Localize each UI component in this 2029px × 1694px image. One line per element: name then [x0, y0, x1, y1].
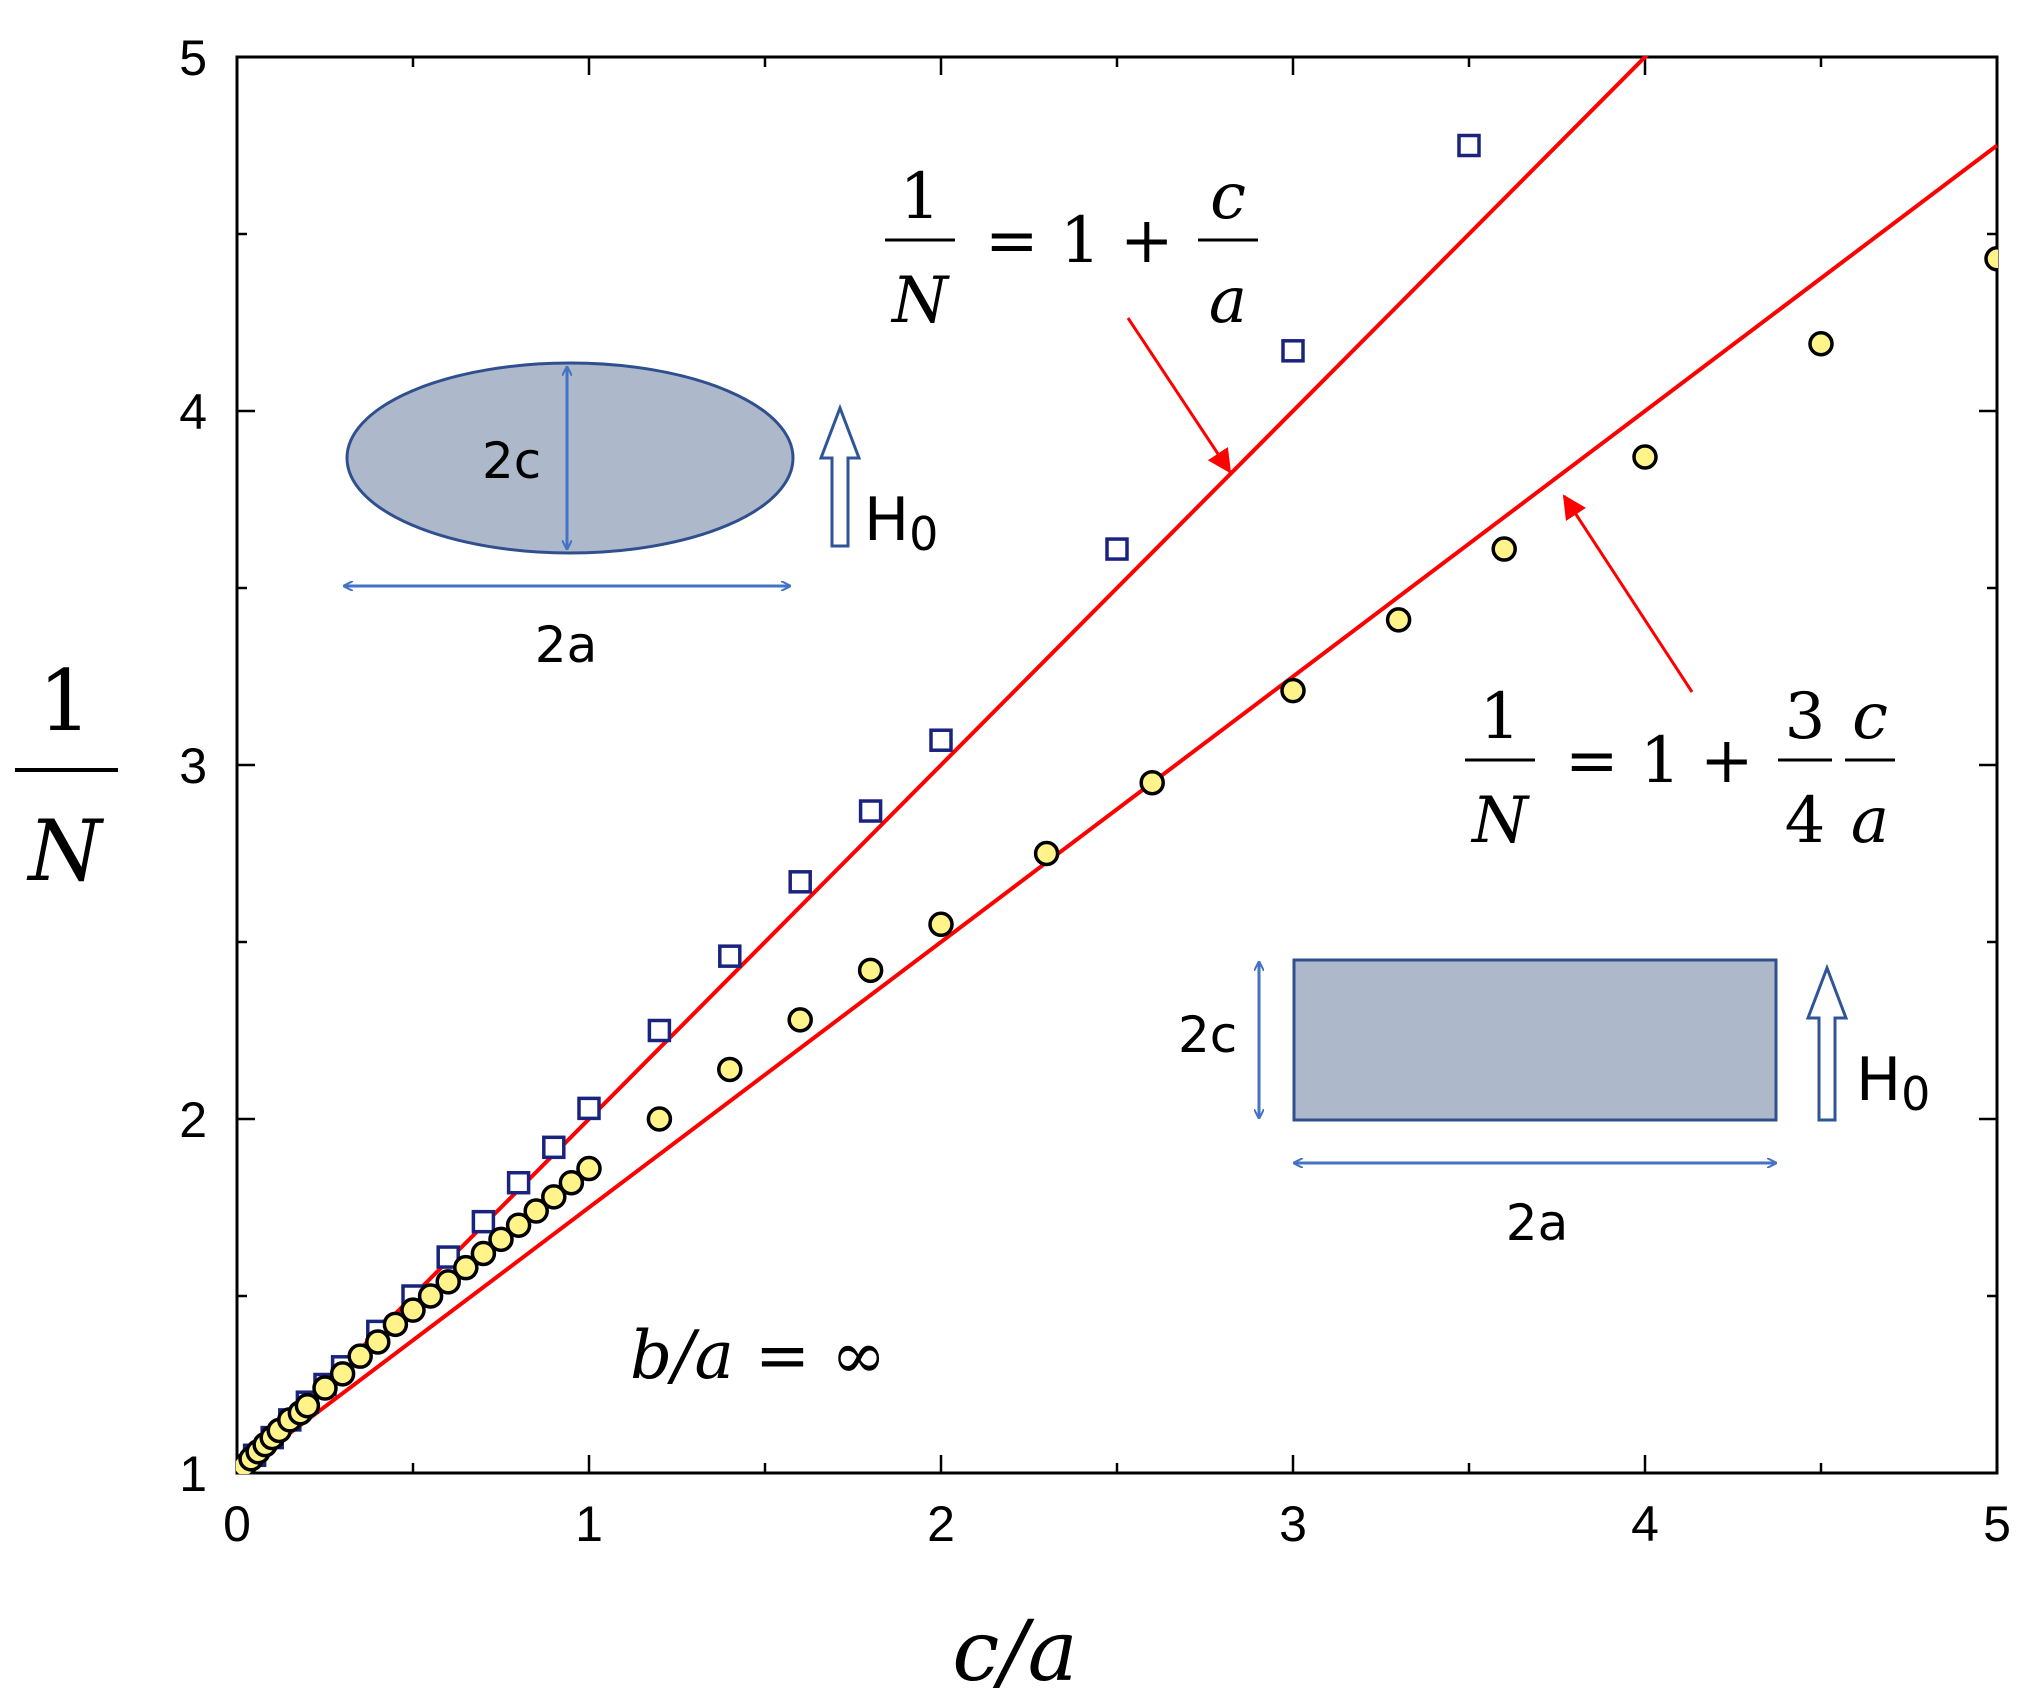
svg-text:+: +	[1120, 204, 1174, 278]
ellipse-inset: 2c 2a H0	[344, 361, 938, 674]
rectangle-thickness-label: 2c	[1178, 1006, 1237, 1064]
circle-data-point	[523, 1198, 549, 1224]
y-axis-title: 1 N	[15, 652, 118, 900]
axis-ticks	[235, 55, 1999, 1475]
svg-text:=: =	[1565, 724, 1619, 798]
circle-data-point	[1280, 677, 1306, 704]
circle-data-point	[1139, 769, 1165, 796]
circle-data-point	[294, 1392, 321, 1419]
svg-text:N: N	[890, 264, 950, 338]
svg-text:1: 1	[38, 652, 91, 750]
circle-data-point	[400, 1297, 426, 1323]
field-arrow-icon	[1805, 963, 1849, 1122]
square-data-point	[858, 799, 883, 823]
svg-text:a: a	[1851, 784, 1889, 858]
circle-data-point	[382, 1311, 409, 1338]
square-data-point	[577, 1096, 601, 1121]
field-arrow-icon	[818, 403, 862, 548]
circle-data-point	[576, 1155, 602, 1182]
svg-text:1: 1	[1640, 724, 1681, 798]
circle-data-point	[1808, 330, 1834, 357]
equation-label-lower: 1 N = 1 + 3 4 c a	[1465, 680, 1895, 858]
svg-text:+: +	[1700, 724, 1754, 798]
circle-data-point	[1385, 607, 1412, 633]
ellipse-shape	[345, 361, 795, 555]
square-data-point	[788, 870, 812, 894]
square-data-point	[506, 1170, 531, 1195]
ellipse-field-label: H0	[864, 485, 938, 561]
pointer-arrow-lower	[1562, 494, 1694, 693]
svg-text:3: 3	[1785, 680, 1826, 754]
y-tick-label: 5	[179, 30, 207, 86]
circle-data-point	[488, 1226, 514, 1253]
circle-data-point	[365, 1329, 391, 1355]
ellipse-width-label: 2a	[535, 616, 597, 674]
x-tick-label: 4	[1631, 1496, 1659, 1552]
y-tick-label: 4	[179, 384, 207, 440]
equation-label-upper: 1 N = 1 + c a	[885, 160, 1258, 338]
circle-data-point	[558, 1169, 585, 1196]
circle-data-point	[1984, 246, 1998, 272]
circle-data-point	[312, 1375, 338, 1401]
circle-data-point	[417, 1283, 444, 1309]
svg-text:=: =	[985, 204, 1039, 278]
circle-data-point	[1491, 536, 1517, 562]
square-data-point	[647, 1018, 672, 1043]
y-tick-label: 3	[179, 738, 207, 794]
svg-text:4: 4	[1785, 784, 1826, 858]
annotation-b-over-a: b/a = ∞	[630, 1317, 886, 1394]
circle-data-point	[329, 1361, 356, 1387]
circle-data-point	[1033, 840, 1060, 867]
circle-data-point	[347, 1343, 373, 1369]
circle-data-point	[541, 1184, 567, 1210]
x-tick-label: 5	[1983, 1496, 2011, 1552]
circle-data-point	[435, 1269, 461, 1295]
circle-data-point	[470, 1240, 497, 1267]
fit-line-2	[236, 143, 1998, 1474]
y-tick-label: 1	[179, 1446, 207, 1502]
x-axis-title: c/a	[952, 1602, 1077, 1694]
circle-data-point	[717, 1056, 743, 1083]
circle-data-point	[787, 1007, 813, 1033]
x-tick-label: 2	[927, 1496, 955, 1552]
pointer-arrow-upper	[1126, 317, 1232, 474]
svg-text:1: 1	[1060, 204, 1101, 278]
circle-data-point	[646, 1106, 673, 1132]
circle-data-point	[505, 1212, 532, 1238]
square-data-point	[718, 944, 742, 968]
svg-text:1: 1	[900, 160, 941, 234]
svg-text:N: N	[1470, 784, 1530, 858]
svg-text:a: a	[1209, 264, 1247, 338]
rectangle-inset: 2c 2a H0	[1178, 958, 1930, 1252]
square-data-point	[929, 728, 953, 752]
circle-data-point	[928, 911, 954, 938]
square-data-point	[542, 1135, 566, 1160]
rectangle-field-label: H0	[1856, 1045, 1930, 1121]
rectangle-width-label: 2a	[1506, 1194, 1568, 1252]
square-data-point	[436, 1245, 460, 1269]
x-tick-label: 1	[575, 1496, 603, 1552]
circle-data-point	[857, 957, 884, 984]
circle-data-point	[1632, 444, 1658, 470]
square-data-point	[1105, 537, 1129, 561]
square-data-point	[471, 1209, 496, 1234]
x-tick-label: 0	[223, 1496, 251, 1552]
svg-text:c: c	[1210, 160, 1246, 234]
svg-text:N: N	[26, 802, 104, 900]
y-tick-label: 2	[179, 1092, 207, 1148]
square-data-point	[1281, 339, 1305, 363]
rectangle-shape	[1292, 958, 1778, 1122]
x-tick-label: 3	[1279, 1496, 1307, 1552]
square-data-point	[1457, 133, 1481, 158]
ellipse-thickness-label: 2c	[482, 432, 541, 490]
svg-text:c: c	[1852, 680, 1888, 754]
data-markers	[236, 133, 1998, 1474]
circle-data-point	[453, 1254, 479, 1281]
svg-text:1: 1	[1480, 680, 1521, 754]
